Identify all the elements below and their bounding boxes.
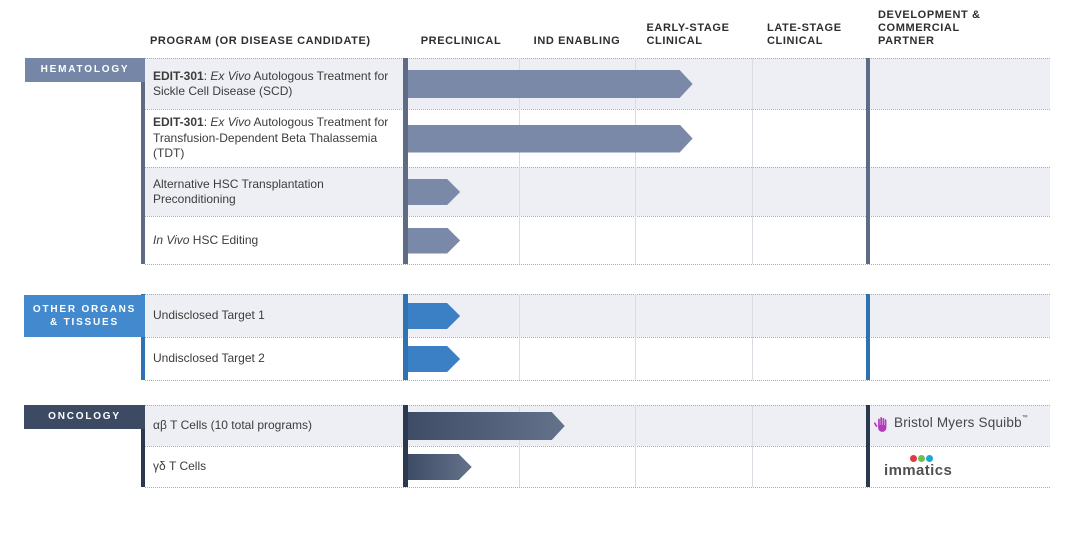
section-label-other-organs-tissues: OTHER ORGANS & TISSUES [24, 295, 145, 337]
immatics-wordmark: immatics [884, 461, 953, 479]
immatics-dots-icon [910, 454, 933, 462]
column-gridline [635, 405, 636, 487]
bms-hand-icon [873, 416, 889, 438]
column-header-row: PROGRAM (OR DISEASE CANDIDATE) PRECLINIC… [0, 0, 1080, 56]
trademark-symbol: ™ [1021, 414, 1028, 421]
program-label: In Vivo HSC Editing [153, 232, 259, 247]
section-oncology: αβ T Cells (10 total programs) [141, 405, 1050, 488]
progress-arrow [408, 412, 565, 440]
partner-cell: Bristol Myers Squibb™ [866, 406, 1050, 446]
column-gridline [519, 405, 520, 487]
section-spine [866, 405, 870, 487]
progress-arrow [408, 454, 472, 480]
program-label: Undisclosed Target 2 [153, 351, 265, 366]
program-row: Alternative HSC Transplantation Precondi… [145, 167, 1050, 216]
program-label: EDIT-301: Ex Vivo Autologous Treatment f… [153, 115, 389, 161]
program-label: αβ T Cells (10 total programs) [153, 418, 312, 433]
bms-wordmark: Bristol Myers Squibb™ [894, 414, 1028, 430]
section-spine [403, 405, 408, 487]
column-header-early-stage-clinical: EARLY-STAGE CLINICAL [646, 22, 730, 48]
program-label: Undisclosed Target 1 [153, 308, 265, 323]
program-label: EDIT-301: Ex Vivo Autologous Treatment f… [153, 68, 389, 98]
progress-arrow [408, 125, 693, 153]
section-spine [141, 58, 145, 264]
section-other-organs-tissues: Undisclosed Target 1 Undisclosed Target … [141, 294, 1050, 381]
column-gridline [519, 294, 520, 380]
progress-arrow [408, 303, 460, 329]
section-spine [403, 294, 408, 380]
section-spine [403, 58, 408, 264]
program-row: γδ T Cells immatics [145, 446, 1050, 487]
column-gridline [752, 58, 753, 264]
program-row: αβ T Cells (10 total programs) [145, 405, 1050, 446]
section-spine [866, 294, 870, 380]
column-header-ind-enabling: IND ENABLING [533, 35, 621, 48]
column-gridline [752, 405, 753, 487]
column-gridline [752, 294, 753, 380]
section-spine [141, 405, 145, 487]
program-row: EDIT-301: Ex Vivo Autologous Treatment f… [145, 58, 1050, 109]
program-row: Undisclosed Target 2 [145, 337, 1050, 380]
section-spine [141, 294, 145, 380]
column-header-program: PROGRAM (OR DISEASE CANDIDATE) [150, 35, 371, 48]
program-row: In Vivo HSC Editing [145, 216, 1050, 264]
section-spine [866, 58, 870, 264]
column-header-late-stage-clinical: LATE-STAGE CLINICAL [767, 22, 842, 48]
column-header-dev-commercial-partner: DEVELOPMENT & COMMERCIAL PARTNER [878, 9, 981, 48]
program-label: γδ T Cells [153, 459, 207, 474]
immatics-logo: immatics [866, 454, 953, 480]
progress-arrow [408, 228, 460, 254]
progress-arrow [408, 179, 460, 205]
progress-arrow [408, 346, 460, 372]
progress-arrow [408, 70, 693, 98]
column-header-preclinical: PRECLINICAL [420, 35, 502, 48]
column-gridline [635, 58, 636, 264]
program-row: Undisclosed Target 1 [145, 294, 1050, 337]
bristol-myers-squibb-logo: Bristol Myers Squibb™ [866, 415, 1028, 438]
section-label-hematology: HEMATOLOGY [25, 58, 145, 82]
section-hematology: EDIT-301: Ex Vivo Autologous Treatment f… [141, 58, 1050, 265]
program-row: EDIT-301: Ex Vivo Autologous Treatment f… [145, 109, 1050, 167]
column-gridline [519, 58, 520, 264]
program-label: Alternative HSC Transplantation Precondi… [153, 176, 324, 206]
section-label-oncology: ONCOLOGY [24, 405, 145, 429]
column-gridline [635, 294, 636, 380]
partner-cell: immatics [866, 447, 1050, 487]
